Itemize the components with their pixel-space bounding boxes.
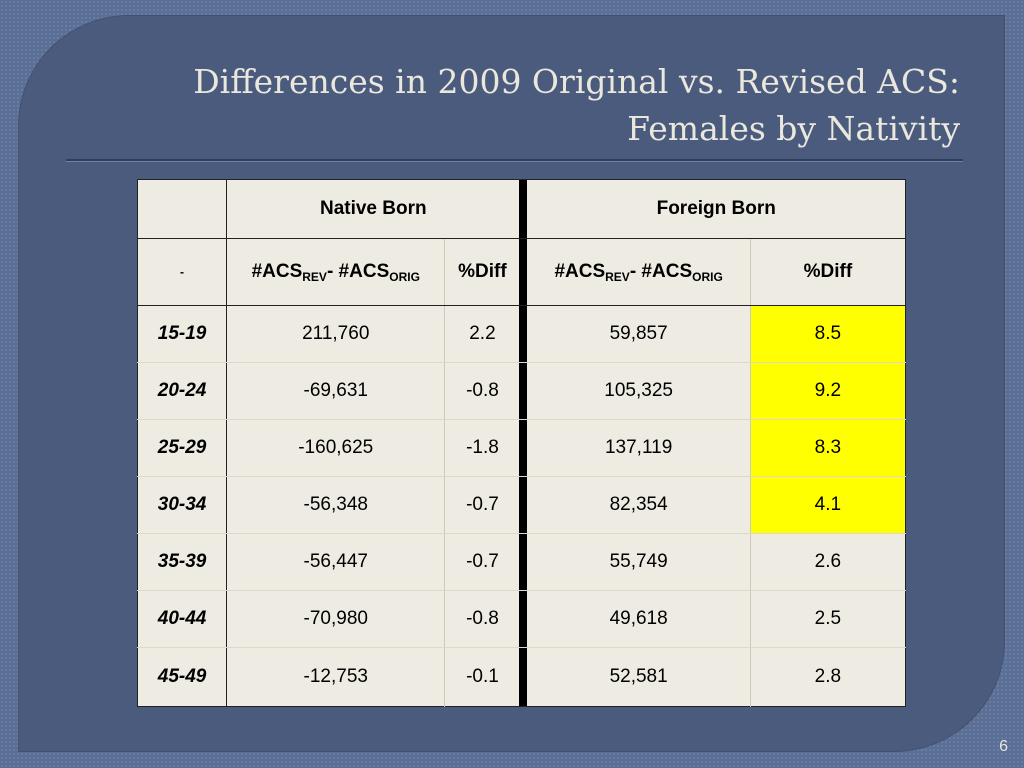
foreign-diff-cell: 49,618 bbox=[527, 590, 751, 648]
age-group-cell: 25-29 bbox=[137, 419, 228, 477]
native-born-header: Native Born bbox=[226, 179, 520, 239]
foreign-pct-header: %Diff bbox=[750, 238, 906, 306]
foreign-pct-cell-highlighted: 8.5 bbox=[750, 305, 906, 363]
native-diff-cell: -56,348 bbox=[226, 476, 446, 534]
data-table: Native Born Foreign Born - #ACSREV- #ACS… bbox=[137, 179, 906, 707]
foreign-pct-cell-highlighted: 4.1 bbox=[750, 476, 906, 534]
table-row: 30-34 -56,348 -0.7 82,354 4.1 bbox=[137, 476, 906, 534]
column-separator bbox=[519, 362, 528, 420]
foreign-pct-cell-highlighted: 8.3 bbox=[750, 419, 906, 477]
native-diff-cell: 211,760 bbox=[226, 305, 446, 363]
native-diff-cell: -69,631 bbox=[226, 362, 446, 420]
table-row: 25-29 -160,625 -1.8 137,119 8.3 bbox=[137, 419, 906, 477]
age-group-cell: 15-19 bbox=[137, 305, 228, 363]
column-separator bbox=[519, 647, 528, 707]
native-diff-cell: -12,753 bbox=[226, 647, 446, 707]
foreign-diff-cell: 105,325 bbox=[527, 362, 751, 420]
foreign-diff-cell: 82,354 bbox=[527, 476, 751, 534]
age-group-cell: 45-49 bbox=[137, 647, 228, 707]
age-group-cell: 35-39 bbox=[137, 533, 228, 591]
table-row: 20-24 -69,631 -0.8 105,325 9.2 bbox=[137, 362, 906, 420]
age-group-cell: 30-34 bbox=[137, 476, 228, 534]
page-number: 6 bbox=[999, 738, 1008, 755]
foreign-pct-cell: 2.6 bbox=[750, 533, 906, 591]
table-row: 40-44 -70,980 -0.8 49,618 2.5 bbox=[137, 590, 906, 648]
header-corner bbox=[137, 179, 228, 239]
native-pct-cell: -0.8 bbox=[444, 362, 520, 420]
native-pct-header: %Diff bbox=[444, 238, 520, 306]
column-separator bbox=[519, 590, 528, 648]
native-diff-cell: -56,447 bbox=[226, 533, 446, 591]
native-diff-cell: -70,980 bbox=[226, 590, 446, 648]
native-pct-cell: -0.7 bbox=[444, 533, 520, 591]
foreign-diff-cell: 52,581 bbox=[527, 647, 751, 707]
group-header-row: Native Born Foreign Born bbox=[137, 179, 906, 239]
column-separator bbox=[519, 476, 528, 534]
foreign-born-header: Foreign Born bbox=[527, 179, 906, 239]
age-group-cell: 20-24 bbox=[137, 362, 228, 420]
foreign-diff-cell: 55,749 bbox=[527, 533, 751, 591]
foreign-pct-cell: 2.8 bbox=[814, 666, 842, 687]
native-pct-cell: -1.8 bbox=[444, 419, 520, 477]
foreign-pct-cell: 2.5 bbox=[750, 590, 906, 648]
table-row: 45-49 -12,753 -0.1 52,581 2.8 bbox=[137, 647, 906, 707]
column-separator bbox=[519, 179, 528, 239]
native-diff-cell: -160,625 bbox=[226, 419, 446, 477]
column-separator bbox=[519, 238, 528, 306]
foreign-diff-header: #ACSREV- #ACSORIG bbox=[527, 238, 751, 306]
foreign-pct-cell-highlighted: 9.2 bbox=[750, 362, 906, 420]
native-pct-cell: 2.2 bbox=[444, 305, 520, 363]
slide-title: Differences in 2009 Original vs. Revised… bbox=[100, 58, 960, 152]
column-separator bbox=[519, 533, 528, 591]
sub-header-row: - #ACSREV- #ACSORIG %Diff #ACSREV- #ACSO… bbox=[137, 238, 906, 306]
title-divider bbox=[66, 159, 963, 162]
native-pct-cell: -0.1 bbox=[466, 666, 499, 687]
foreign-diff-cell: 59,857 bbox=[527, 305, 751, 363]
foreign-diff-cell: 137,119 bbox=[527, 419, 751, 477]
column-separator bbox=[519, 305, 528, 363]
native-diff-header: #ACSREV- #ACSORIG bbox=[226, 238, 446, 306]
slide-title-line-2: Females by Nativity bbox=[627, 109, 960, 148]
column-separator bbox=[519, 419, 528, 477]
native-pct-cell: -0.8 bbox=[444, 590, 520, 648]
corner-mark: - bbox=[137, 238, 228, 306]
table-row: 35-39 -56,447 -0.7 55,749 2.6 bbox=[137, 533, 906, 591]
age-group-cell: 40-44 bbox=[137, 590, 228, 648]
native-pct-cell: -0.7 bbox=[444, 476, 520, 534]
table-row: 15-19 211,760 2.2 59,857 8.5 bbox=[137, 305, 906, 363]
slide-title-line-1: Differences in 2009 Original vs. Revised… bbox=[193, 62, 960, 101]
